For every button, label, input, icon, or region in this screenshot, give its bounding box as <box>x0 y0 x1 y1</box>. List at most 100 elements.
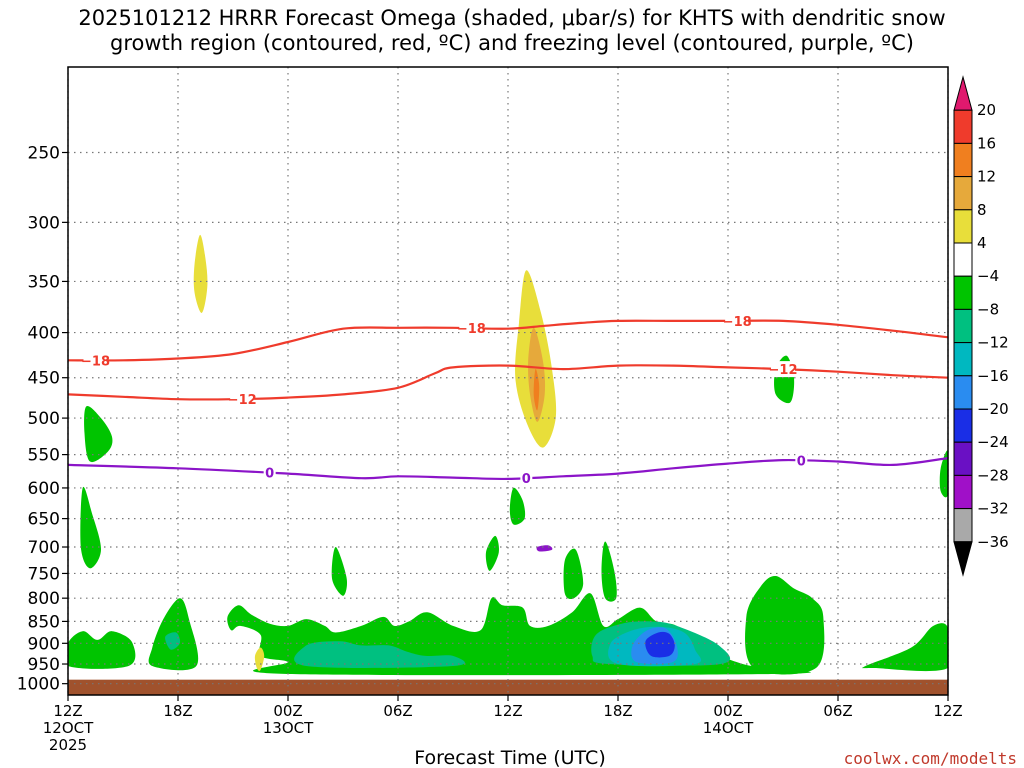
rising-green-left-mid <box>80 486 102 569</box>
contour-label-dendritic-minus18-1: −18 <box>457 322 486 337</box>
colorbar-swatch-12 <box>953 474 973 510</box>
y-tick-label-600: 600 <box>28 479 60 499</box>
y-tick-label-1000: 1000 <box>17 675 60 695</box>
contour-label-bg <box>83 352 108 369</box>
x-tick-label-36-0: 00Z <box>713 702 742 720</box>
rising-green-ridge-1 <box>331 547 348 596</box>
y-tick-label-700: 700 <box>28 538 60 558</box>
colorbar-swatch-5 <box>953 242 973 277</box>
colorbar-swatch-bottom <box>953 541 973 577</box>
y-tick-label-800: 800 <box>28 589 60 609</box>
colorbar-label-12: −32 <box>977 500 1009 518</box>
contour-dendritic-minus18 <box>68 319 948 362</box>
contour-label-freezing-level-0-1: 0 <box>522 472 531 487</box>
colorbar-swatch-6 <box>953 275 973 310</box>
x-tick-label-12-1: 13OCT <box>263 719 314 737</box>
x-tick-label-0-2: 2025 <box>49 736 87 754</box>
colorbar-label-11: −28 <box>977 466 1009 484</box>
axes: 2503003504004505005506006507007508008509… <box>17 143 963 754</box>
colorbar-swatch-11 <box>953 441 973 476</box>
x-tick-label-0-1: 12OCT <box>43 719 94 737</box>
colorbar: 20 16 12 8 4 −4 −8 −12 −16 −20 −24 −28 −32 −36 <box>953 75 1009 577</box>
colorbar-swatch-4 <box>953 209 973 244</box>
rising-green-ridge-3 <box>509 487 526 525</box>
contour-label-bg <box>263 464 276 481</box>
y-tick-label-900: 900 <box>28 634 60 654</box>
rising-teal-left <box>165 632 181 650</box>
colorbar-label-5: −4 <box>977 267 999 285</box>
omega-shading-layer <box>68 234 948 695</box>
y-tick-label-250: 250 <box>28 143 60 163</box>
rising-green-ridge-2 <box>485 535 500 571</box>
x-tick-label-24-0: 12Z <box>493 702 522 720</box>
sinking-orange-center <box>533 368 540 411</box>
y-tick-label-500: 500 <box>28 409 60 429</box>
y-tick-label-550: 550 <box>28 446 60 466</box>
contour-label-freezing-level-0-0: 0 <box>265 467 274 482</box>
colorbar-label-13: −36 <box>977 533 1009 551</box>
colorbar-swatch-top <box>953 75 973 111</box>
colorbar-label-7: −12 <box>977 334 1009 352</box>
x-tick-label-36-1: 14OCT <box>703 719 754 737</box>
rising-purple-dash <box>536 545 553 552</box>
contour-label-freezing-level-0-2: 0 <box>797 455 806 470</box>
x-tick-label-18-0: 06Z <box>383 702 412 720</box>
x-tick-label-0-0: 12Z <box>53 702 82 720</box>
y-tick-label-750: 750 <box>28 564 60 584</box>
colorbar-label-9: −20 <box>977 400 1009 418</box>
contour-label-bg <box>230 390 255 407</box>
rising-deep-blue <box>645 631 675 658</box>
colorbar-swatch-10 <box>953 408 973 443</box>
colorbar-label-1: 16 <box>977 134 996 152</box>
gridlines <box>67 67 949 695</box>
y-tick-label-350: 350 <box>28 272 60 292</box>
contour-label-bg <box>795 452 808 469</box>
colorbar-label-2: 12 <box>977 168 996 186</box>
colorbar-label-6: −8 <box>977 300 999 318</box>
x-tick-label-42-0: 06Z <box>823 702 852 720</box>
y-tick-label-650: 650 <box>28 510 60 530</box>
colorbar-label-3: 8 <box>977 201 987 219</box>
colorbar-label-10: −24 <box>977 433 1009 451</box>
colorbar-label-0: 20 <box>977 101 996 119</box>
colorbar-swatch-8 <box>953 342 973 377</box>
plot-frame <box>67 66 949 696</box>
y-tick-label-400: 400 <box>28 324 60 344</box>
x-tick-label-12-0: 00Z <box>273 702 302 720</box>
y-tick-label-450: 450 <box>28 369 60 389</box>
y-tick-label-850: 850 <box>28 612 60 632</box>
rising-green-upper-left <box>84 405 113 463</box>
contour-label-bg <box>771 361 795 378</box>
colorbar-label-4: 4 <box>977 234 987 252</box>
sinking-yellow-small <box>254 647 265 671</box>
contour-label-bg <box>459 320 484 337</box>
credit-link[interactable]: coolwx.com/modelts <box>844 749 1017 768</box>
y-tick-label-300: 300 <box>28 213 60 233</box>
contour-dendritic-minus12 <box>68 364 948 401</box>
colorbar-swatch-1 <box>953 109 973 144</box>
x-tick-label-48-0: 12Z <box>933 702 962 720</box>
x-axis-title: Forecast Time (UTC) <box>414 747 605 768</box>
chart-title-line-2: growth region (contoured, red, ºC) and f… <box>110 31 914 55</box>
rising-green-right-lobe <box>745 575 825 675</box>
contour-label-dendritic-minus12-1: −12 <box>769 363 798 378</box>
colorbar-label-8: −16 <box>977 367 1009 385</box>
colorbar-swatch-2 <box>953 142 973 178</box>
x-tick-label-30-0: 18Z <box>603 702 632 720</box>
contour-label-dendritic-minus12-0: −12 <box>228 393 257 408</box>
contour-label-bg <box>520 470 533 487</box>
contour-layer: −18 −18 −18 −12 −12 0 0 0 <box>68 312 948 487</box>
rising-teal-center <box>294 641 465 669</box>
sinking-yellow-left <box>193 234 208 313</box>
contour-label-dendritic-minus18-0: −18 <box>81 354 110 369</box>
colorbar-swatch-9 <box>953 375 973 410</box>
y-tick-label-950: 950 <box>28 655 60 675</box>
x-tick-label-6-0: 18Z <box>163 702 192 720</box>
colorbar-swatch-13 <box>953 508 973 543</box>
colorbar-swatch-3 <box>953 176 973 211</box>
colorbar-swatch-7 <box>953 308 973 344</box>
rising-green-far-right <box>862 623 948 672</box>
contour-label-bg <box>725 312 750 329</box>
contour-label-dendritic-minus18-2: −18 <box>723 315 752 330</box>
